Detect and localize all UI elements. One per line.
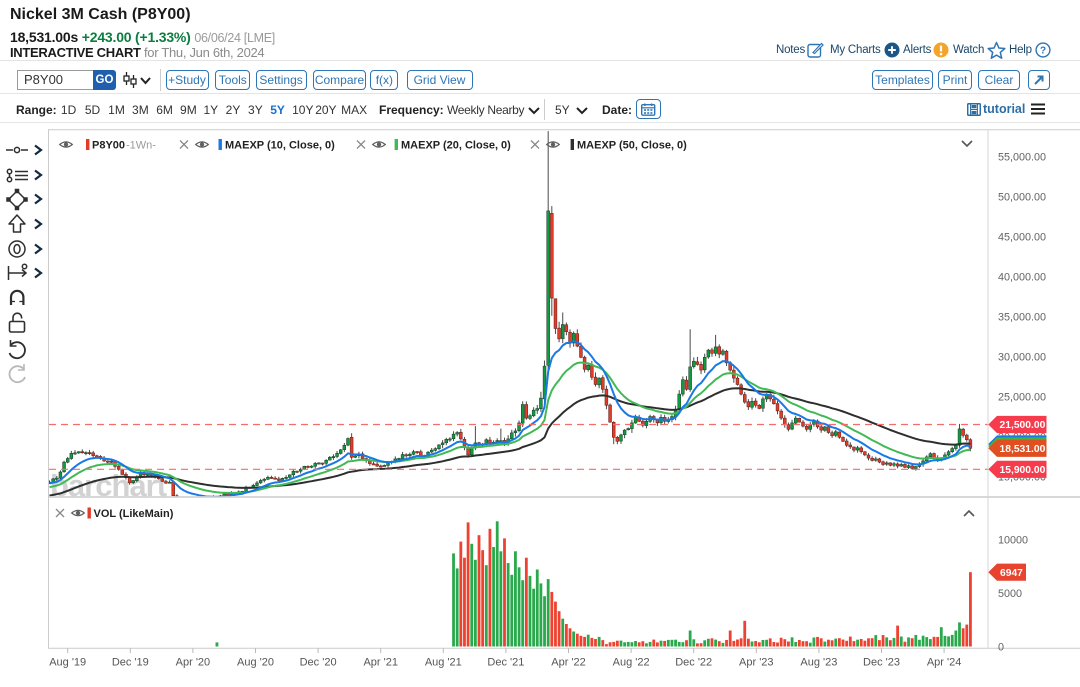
svg-text:Apr '24: Apr '24 (927, 657, 962, 669)
svg-text:Apr '20: Apr '20 (176, 657, 211, 669)
svg-text:35,000.00: 35,000.00 (998, 312, 1046, 324)
svg-text:Apr '22: Apr '22 (551, 657, 586, 669)
svg-text:Dec '21: Dec '21 (487, 657, 524, 669)
svg-text:Aug '23: Aug '23 (800, 657, 837, 669)
svg-text:21,500.00: 21,500.00 (1000, 420, 1046, 431)
svg-text:Dec '20: Dec '20 (300, 657, 337, 669)
svg-text:MAEXP (50, Close, 0): MAEXP (50, Close, 0) (577, 140, 687, 152)
svg-text:0: 0 (998, 642, 1004, 654)
svg-text:Aug '21: Aug '21 (425, 657, 462, 669)
svg-text:Aug '22: Aug '22 (613, 657, 650, 669)
svg-text:P8Y00: P8Y00 (92, 140, 125, 152)
svg-text:Aug '20: Aug '20 (237, 657, 274, 669)
svg-text:Apr '21: Apr '21 (363, 657, 398, 669)
svg-text:30,000.00: 30,000.00 (998, 352, 1046, 364)
svg-text:Dec '23: Dec '23 (863, 657, 900, 669)
svg-text:-1Wn-: -1Wn- (126, 140, 156, 152)
svg-text:Dec '19: Dec '19 (112, 657, 149, 669)
svg-text:VOL (LikeMain): VOL (LikeMain) (94, 508, 174, 520)
svg-text:Aug '19: Aug '19 (49, 657, 86, 669)
svg-text:?: ? (1040, 45, 1046, 56)
svg-text:6947: 6947 (1000, 568, 1023, 579)
svg-text:25,000.00: 25,000.00 (998, 392, 1046, 404)
svg-text:50,000.00: 50,000.00 (998, 192, 1046, 204)
svg-text:5000: 5000 (998, 588, 1022, 600)
svg-text:45,000.00: 45,000.00 (998, 232, 1046, 244)
svg-text:18,531.00: 18,531.00 (1000, 444, 1046, 455)
svg-text:15,900.00: 15,900.00 (1000, 465, 1046, 476)
svg-text:10000: 10000 (998, 535, 1028, 547)
svg-text:MAEXP (20, Close, 0): MAEXP (20, Close, 0) (401, 140, 511, 152)
svg-text:55,000.00: 55,000.00 (998, 152, 1046, 164)
svg-text:MAEXP (10, Close, 0): MAEXP (10, Close, 0) (225, 140, 335, 152)
svg-text:40,000.00: 40,000.00 (998, 272, 1046, 284)
svg-text:Apr '23: Apr '23 (739, 657, 774, 669)
svg-text:Dec '22: Dec '22 (675, 657, 712, 669)
